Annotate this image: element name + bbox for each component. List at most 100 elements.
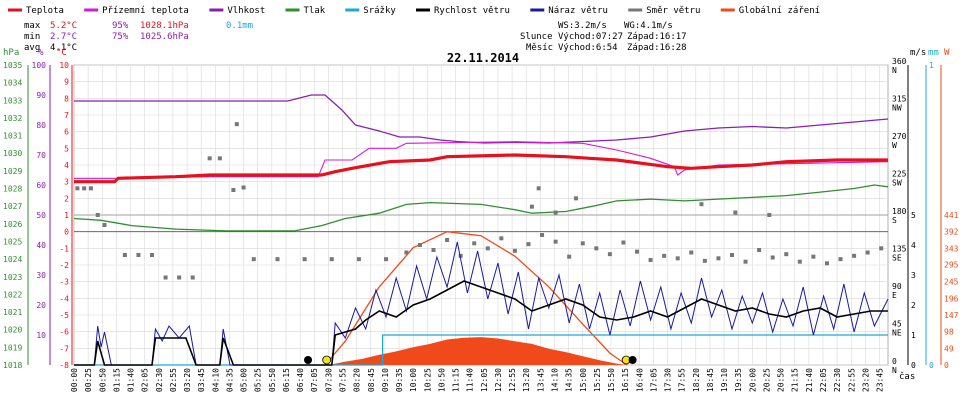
x-tick-label: 17:05 — [649, 368, 658, 392]
x-tick-label: 12:05 — [480, 368, 489, 392]
x-tick-label: 03:20 — [183, 368, 192, 392]
x-tick-label: 10:25 — [423, 368, 432, 392]
pct-tick-label: 30 — [36, 271, 46, 280]
x-tick-label: 05:25 — [254, 368, 263, 392]
wind-dir-point — [217, 156, 222, 161]
x-tick-label: 01:40 — [127, 368, 136, 392]
series-radiation-clear — [324, 231, 628, 366]
pct-tick-label: 40 — [36, 241, 46, 250]
x-tick-label: 01:15 — [112, 368, 121, 392]
w-tick-label: 196 — [944, 294, 959, 303]
x-tick-label: 11:15 — [452, 368, 461, 392]
x-tick-label: 04:10 — [211, 368, 220, 392]
wind-dir-point — [757, 248, 762, 252]
deg-tick-label: -7 — [59, 344, 69, 353]
hpa-tick-label: 1025 — [3, 237, 22, 246]
x-tick-label: 23:45 — [876, 368, 885, 392]
wind-dir-point — [75, 186, 80, 191]
dir-tick-value: 225 — [892, 170, 907, 179]
x-tick-label: 22:55 — [847, 368, 856, 392]
dir-tick-label: NW — [892, 104, 902, 113]
wind-dir-point — [234, 122, 239, 127]
wind-dir-point — [540, 233, 545, 237]
mm-tick-label: 1 — [929, 61, 934, 70]
wind-dir-point — [122, 253, 127, 257]
stats-min-press: 1025.6hPa — [140, 32, 189, 42]
wind-dir-point — [716, 256, 721, 261]
x-tick-label: 13:45 — [536, 368, 545, 392]
wind-dir-point — [384, 257, 389, 262]
w-tick-label: 0 — [944, 361, 949, 370]
deg-tick-label: 4 — [64, 161, 69, 170]
dir-tick-value: 45 — [892, 320, 902, 329]
x-tick-label: 21:15 — [791, 368, 800, 392]
deg-tick-label: -6 — [59, 328, 69, 337]
wind-dir-point — [485, 246, 490, 251]
chart-title: 22.11.2014 — [447, 51, 519, 65]
deg-tick-label: 0 — [64, 228, 69, 237]
wind-dir-point — [662, 253, 667, 258]
x-tick-label: 00:00 — [70, 368, 79, 392]
wind-dir-point — [689, 250, 694, 255]
hpa-tick-label: 1032 — [3, 114, 22, 123]
x-tick-label: 13:20 — [522, 368, 531, 392]
wind-dir-point — [499, 236, 504, 241]
x-tick-label: 05:00 — [240, 368, 249, 392]
series-wind-speed — [74, 280, 888, 366]
hpa-tick-label: 1034 — [3, 79, 22, 88]
w-tick-label: 343 — [944, 244, 959, 253]
x-tick-label: 08:20 — [353, 368, 362, 392]
x-tick-label: 17:55 — [678, 368, 687, 392]
wind-dir-point — [594, 246, 599, 251]
w-tick-label: 98 — [944, 328, 954, 337]
deg-tick-label: 6 — [64, 128, 69, 137]
pct-tick-label: 20 — [36, 301, 46, 310]
wind-dir-point — [838, 257, 843, 262]
deg-tick-label: -4 — [59, 294, 69, 303]
hpa-tick-label: 1023 — [3, 273, 22, 282]
w-tick-label: 49 — [944, 344, 954, 353]
x-tick-label: 04:35 — [225, 368, 234, 392]
stats-max-temp: 5.2°C — [50, 21, 77, 31]
x-tick-label: 21:40 — [805, 368, 814, 392]
wind-dir-point — [770, 255, 775, 260]
x-tick-label: 09:35 — [395, 368, 404, 392]
hpa-tick-label: 1024 — [3, 255, 22, 264]
ms-tick-label: 4 — [911, 241, 916, 250]
x-tick-label: 05:50 — [268, 368, 277, 392]
wind-dir-point — [404, 250, 409, 255]
legend-label-1: Přízemní teplota — [102, 6, 189, 16]
series-humidity — [74, 94, 889, 144]
series-temperature — [74, 153, 888, 184]
series-wind-gust — [74, 241, 889, 366]
wind-dir-point — [136, 253, 141, 257]
x-tick-label: 00:50 — [98, 368, 107, 392]
w-tick-label: 441 — [944, 211, 959, 220]
wind-dir-point — [879, 246, 884, 251]
wind-dir-point — [329, 257, 334, 262]
deg-tick-label: 8 — [64, 94, 69, 103]
dir-tick-label: N — [892, 66, 897, 75]
wind-dir-point — [702, 258, 707, 263]
ms-tick-label: 2 — [911, 301, 916, 310]
hpa-tick-label: 1035 — [3, 61, 22, 70]
x-tick-label: 10:50 — [437, 368, 446, 392]
dir-tick-value: 0 — [892, 357, 897, 366]
x-tick-label: 02:55 — [169, 368, 178, 392]
dir-tick-label: SE — [892, 254, 902, 263]
wind-dir-point — [567, 254, 572, 259]
moon-marker — [628, 356, 637, 364]
pct-tick-label: 60 — [36, 181, 46, 190]
stats-avg-temp: 4.1°C — [50, 43, 77, 53]
wind-dir-point — [573, 196, 578, 201]
w-tick-label: 147 — [944, 311, 959, 320]
wind-dir-point — [865, 250, 870, 255]
stats-min-temp: 2.7°C — [50, 32, 77, 42]
mm-tick-label: 0 — [929, 361, 934, 370]
x-tick-label: 15:50 — [607, 368, 616, 392]
deg-tick-label: -5 — [59, 311, 69, 320]
legend-label-4: Srážky — [363, 6, 396, 16]
x-tick-label: 22:05 — [819, 368, 828, 392]
wind-dir-point — [621, 240, 626, 245]
